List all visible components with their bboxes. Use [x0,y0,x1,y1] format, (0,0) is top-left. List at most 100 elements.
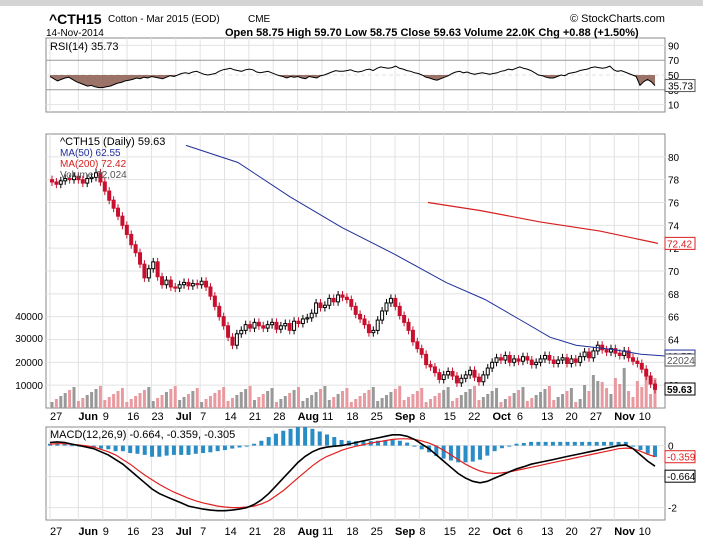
x-tick-label-bottom: Aug [298,526,319,538]
volume-bar [59,396,63,408]
x-tick-label-bottom: Jul [176,526,192,538]
volume-bar [182,397,186,408]
volume-bar [200,402,204,408]
candle-body [54,181,59,185]
macd-histogram-bar [499,445,504,449]
candle-body [344,296,349,301]
candle-body [450,370,455,377]
x-tick-label-top: 27 [50,411,62,423]
macd-histogram-bar [142,445,147,455]
macd-histogram-bar [244,445,249,447]
macd-histogram-bar [609,441,614,446]
volume-bar [451,401,455,408]
volume-bar [503,399,507,408]
macd-histogram-bar [157,445,162,457]
rsi-below-fill [50,75,655,88]
volume-bar [213,393,217,408]
x-tick-label-bottom: 20 [566,526,578,538]
candle-body [300,318,305,325]
candle-body [177,284,182,289]
price-ytick-label: 78 [668,176,680,187]
candle-body [503,354,508,361]
macd-ytick-label: -2 [668,504,677,515]
candle-body [353,305,358,315]
volume-bar [446,387,450,408]
volume-bar [424,402,428,408]
volume-bar [578,399,582,408]
candle-body [199,280,204,286]
macd-histogram-bar [215,445,220,452]
candle-body [446,370,451,376]
macd-histogram-bar [128,445,133,454]
candle-body [58,180,63,185]
volume-bar [644,371,648,408]
rsi-title: RSI(14) 35.73 [50,41,118,53]
x-tick-label-top: 13 [541,411,553,423]
macd-histogram-bar [645,445,650,454]
volume-bar [305,398,309,408]
volume-bar [468,389,472,408]
macd-histogram-bar [273,433,278,446]
x-tick-label-top: 7 [200,411,206,423]
macd-histogram-bar [324,434,329,446]
candle-body [380,310,385,321]
candle-body [182,281,187,286]
candle-body [98,172,103,183]
volume-bar [63,393,67,408]
macd-line [49,434,656,512]
x-tick-label-top: 15 [444,411,456,423]
macd-histogram-bar [295,427,300,446]
macd-histogram-bar [150,445,155,457]
candle-body [608,348,613,353]
volume-bar [248,386,252,408]
volume-bar [429,399,433,408]
macd-histogram-bar [230,445,235,449]
candle-body [573,358,578,363]
macd-histogram-bar [514,443,519,446]
volume-bar [635,381,639,408]
candle-body [155,261,160,278]
macd-histogram-bar [99,445,104,449]
macd-histogram-bar [288,428,293,446]
volume-bar [389,392,393,408]
candle-body [336,294,341,303]
volume-tick-label: 20000 [15,358,43,369]
volume-bar [398,386,402,408]
x-tick-label-bottom: 6 [517,526,523,538]
candle-body [635,360,640,364]
candle-body [349,299,354,307]
volume-bar [556,397,560,408]
price-value-tag-label: 59.63 [667,385,692,396]
candle-body [591,350,596,359]
macd-histogram-bar [164,445,169,456]
volume-bar [217,390,221,408]
volume-bar [367,390,371,408]
candle-body [525,356,530,361]
macd-histogram-bar [623,441,628,446]
x-tick-label-bottom: 28 [273,526,285,538]
candle-body [402,315,407,323]
volume-bar [85,395,89,408]
volume-bar [107,397,111,408]
rsi-current-box [664,79,696,93]
macd-histogram-bar [222,445,227,451]
volume-bar [138,393,142,408]
candle-body [542,354,547,360]
volume-bar [547,386,551,408]
macd-histogram-bar [565,441,570,446]
x-tick-label-top: 21 [249,411,261,423]
volume-bar [279,399,283,408]
candle-body [226,325,231,338]
volume-bar [363,393,367,408]
x-tick-label-top: Aug [298,411,319,423]
candle-body [72,175,77,181]
x-tick-label-top: Jun [78,411,98,423]
candle-body [50,179,54,183]
exchange-label: CME [248,14,271,25]
volume-bar [521,387,525,408]
candle-body [208,286,213,297]
volume-bar [371,387,375,408]
volume-bar [90,392,94,408]
candle-body [124,224,129,235]
macd-histogram-bar [550,441,555,446]
